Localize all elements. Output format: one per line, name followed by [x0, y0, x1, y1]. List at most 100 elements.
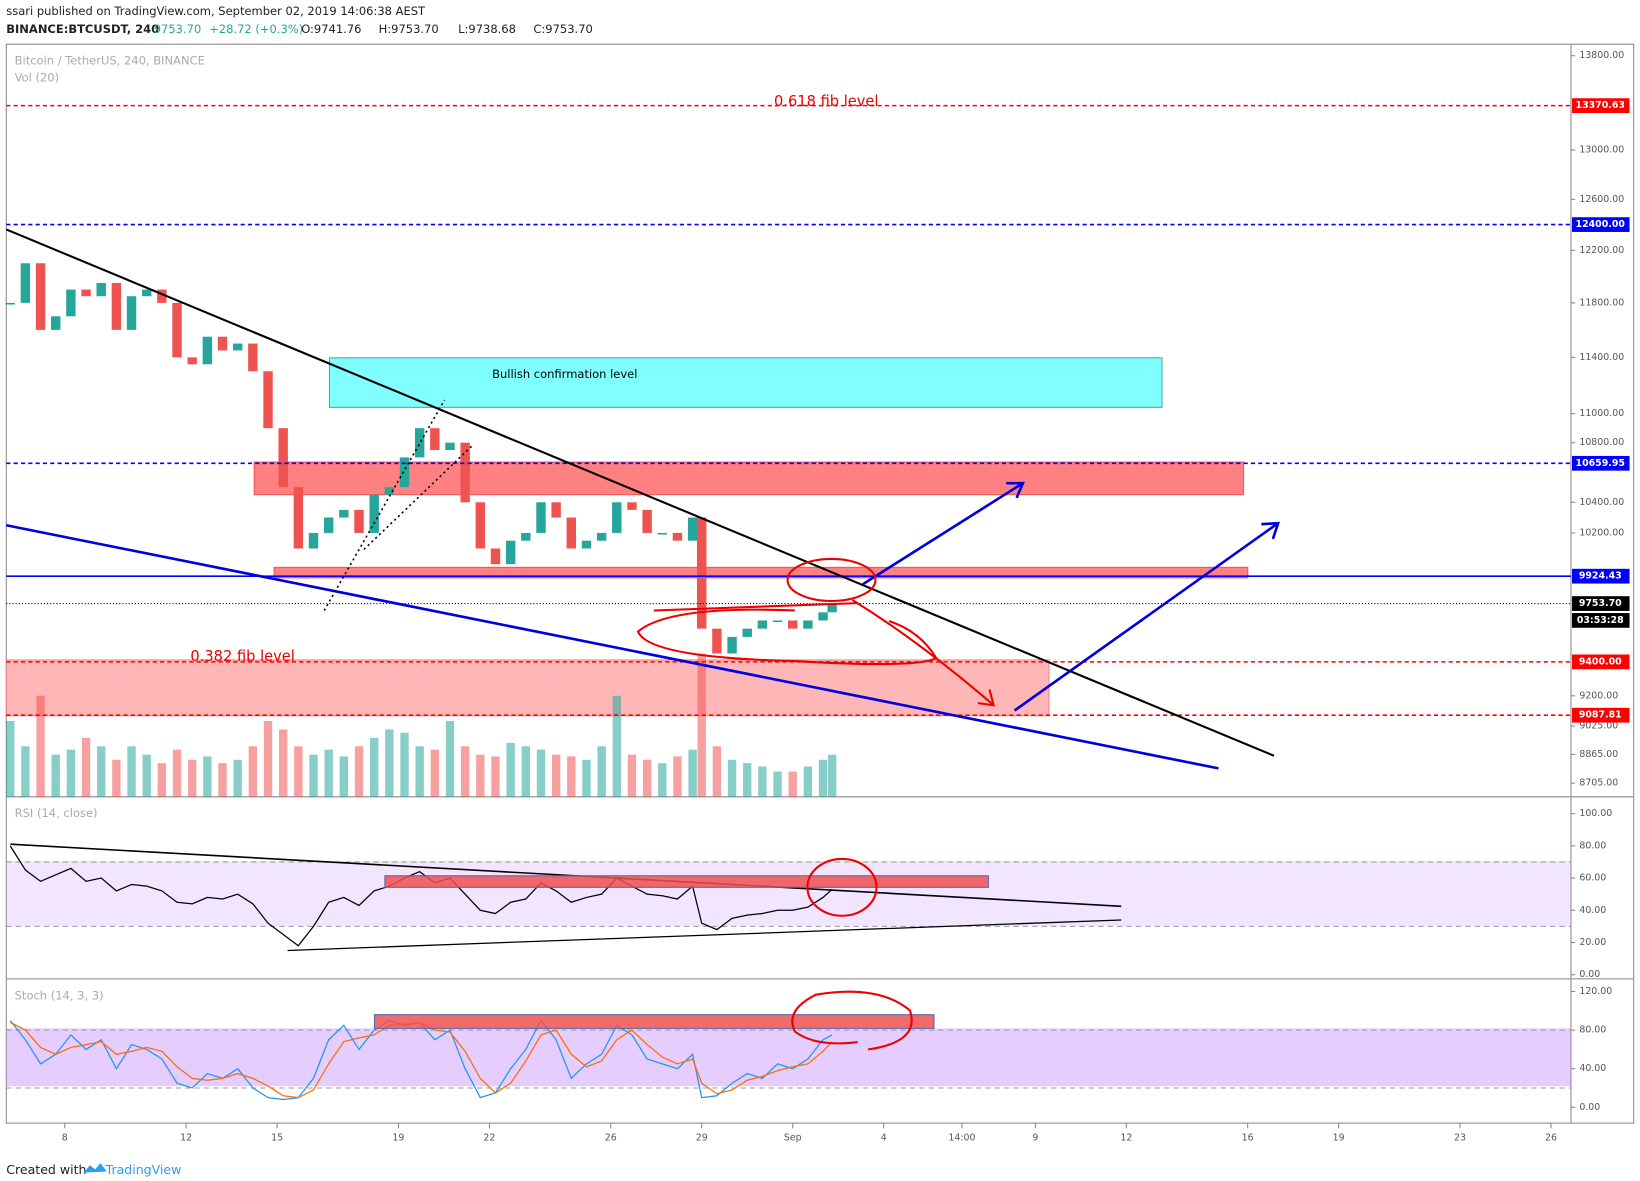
volume-bar — [658, 763, 667, 797]
price-label-box — [1572, 455, 1630, 471]
volume-bar — [339, 756, 349, 797]
price-label: 9753.70 — [1579, 598, 1622, 609]
volume-bar — [521, 746, 531, 797]
candle — [369, 494, 379, 533]
y-tick-label: 80.00 — [1579, 1025, 1606, 1036]
volume-bar — [415, 746, 424, 797]
volume-bar — [324, 749, 333, 797]
y-tick-label: 8705.00 — [1579, 778, 1618, 789]
trendline — [363, 443, 475, 551]
x-tick-label: 12 — [1120, 1132, 1132, 1143]
volume-bar — [66, 749, 76, 797]
volume-bar — [278, 729, 288, 797]
candle — [687, 517, 698, 541]
publisher: ssari published on TradingView.com, Sept… — [6, 4, 426, 18]
candle — [217, 336, 228, 351]
volume-bar — [506, 742, 515, 797]
y-tick-label: 9200.00 — [1579, 690, 1618, 701]
candle — [727, 636, 737, 654]
volume-bar — [112, 759, 121, 797]
y-tick-label: 11800.00 — [1579, 297, 1624, 308]
candle — [803, 620, 813, 629]
candle — [414, 428, 425, 458]
volume-bar — [81, 737, 91, 797]
volume-bar — [491, 756, 500, 797]
volume-bar — [203, 756, 212, 797]
rsi-title: RSI (14, close) — [15, 806, 98, 820]
candle — [354, 509, 364, 533]
price-label-box — [1572, 568, 1630, 584]
volume-bar — [400, 732, 409, 797]
candle — [339, 509, 349, 518]
countdown-box — [1572, 613, 1630, 628]
candle — [490, 548, 501, 565]
volume-bar — [642, 759, 652, 797]
candle — [263, 371, 273, 429]
fib-label: 0.382 fib level — [190, 648, 294, 665]
volume-bar — [712, 746, 722, 797]
rsi-trendline — [287, 919, 1122, 952]
y-tick-label: 100.00 — [1579, 808, 1612, 819]
candle — [430, 428, 440, 451]
volume-bar — [827, 754, 837, 797]
change: +28.72 (+0.3%) — [209, 22, 303, 36]
candle — [505, 540, 516, 565]
x-tick-label: 8 — [62, 1132, 68, 1143]
y-tick-label: 60.00 — [1579, 873, 1606, 884]
x-tick-label: 14:00 — [948, 1132, 975, 1143]
ohlc-high: H:9753.70 — [379, 22, 439, 36]
candle — [788, 620, 798, 629]
y-tick-label: 20.00 — [1579, 937, 1606, 948]
volume-bar — [688, 749, 697, 797]
volume-bar — [627, 754, 637, 797]
candle — [581, 540, 592, 549]
volume-bar — [51, 754, 60, 797]
x-tick-label: 22 — [483, 1132, 495, 1143]
x-tick-label: 26 — [605, 1132, 617, 1143]
candle — [66, 289, 76, 317]
candle — [460, 442, 470, 503]
footer-text: Created with — [6, 1162, 86, 1177]
y-tick-label: 11000.00 — [1579, 408, 1624, 419]
fib-zone — [5, 659, 1050, 717]
y-tick-label: 10200.00 — [1579, 527, 1624, 538]
y-tick-label: 9025.00 — [1579, 721, 1618, 732]
volume-bar — [567, 756, 576, 797]
price-label-box — [1572, 98, 1630, 113]
resistance-zone — [253, 461, 1245, 496]
candle — [596, 532, 607, 541]
candle — [712, 628, 722, 654]
arrow-head — [1261, 521, 1280, 540]
volume-bar — [142, 754, 151, 797]
candle — [172, 302, 182, 358]
candle — [157, 289, 167, 303]
volume-bar — [612, 695, 621, 797]
x-tick-label: 4 — [881, 1132, 887, 1143]
ohlc-open: O:9741.76 — [301, 22, 361, 36]
price-label-box — [1572, 707, 1630, 723]
volume-bar — [430, 749, 440, 797]
candle — [278, 428, 288, 488]
drawings — [5, 228, 1280, 1051]
candle — [96, 282, 106, 297]
volume-bar — [673, 756, 682, 797]
data-layer: 13800.00 13000.00 12600.00 12200.00 11800.00… — [5, 50, 1630, 1143]
candle — [5, 302, 15, 305]
footer-brand[interactable]: TradingView — [105, 1162, 182, 1177]
y-tick-label: 13800.00 — [1579, 50, 1624, 61]
volume-bar — [788, 771, 797, 797]
volume-bar — [354, 746, 364, 797]
support-zone — [273, 566, 1249, 579]
volume-bar — [536, 749, 546, 797]
candle — [657, 532, 668, 535]
y-tick-label: 13000.00 — [1579, 144, 1624, 155]
highlight-ellipse — [636, 602, 938, 666]
volume-bar — [6, 721, 15, 797]
arrow-head — [977, 689, 996, 707]
price-label-box — [1572, 654, 1630, 670]
y-tick-label: 80.00 — [1579, 840, 1606, 851]
candle — [323, 517, 334, 533]
candle — [187, 357, 197, 365]
candle — [308, 532, 319, 549]
